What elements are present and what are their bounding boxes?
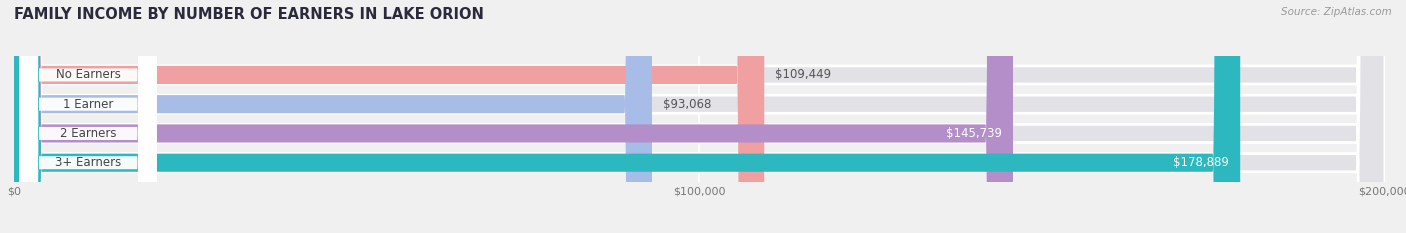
FancyBboxPatch shape [20, 0, 156, 233]
Text: 2 Earners: 2 Earners [60, 127, 117, 140]
FancyBboxPatch shape [20, 0, 156, 233]
FancyBboxPatch shape [14, 0, 1385, 233]
Text: No Earners: No Earners [56, 69, 121, 82]
Text: FAMILY INCOME BY NUMBER OF EARNERS IN LAKE ORION: FAMILY INCOME BY NUMBER OF EARNERS IN LA… [14, 7, 484, 22]
Text: $93,068: $93,068 [664, 98, 711, 111]
FancyBboxPatch shape [14, 0, 765, 233]
FancyBboxPatch shape [14, 0, 1385, 233]
FancyBboxPatch shape [20, 0, 156, 233]
FancyBboxPatch shape [20, 0, 156, 233]
FancyBboxPatch shape [14, 0, 1012, 233]
Text: $145,739: $145,739 [946, 127, 1002, 140]
Text: 3+ Earners: 3+ Earners [55, 156, 121, 169]
FancyBboxPatch shape [14, 0, 1240, 233]
Text: 1 Earner: 1 Earner [63, 98, 114, 111]
FancyBboxPatch shape [14, 0, 652, 233]
Text: $178,889: $178,889 [1174, 156, 1229, 169]
FancyBboxPatch shape [14, 0, 1385, 233]
Text: $109,449: $109,449 [775, 69, 831, 82]
FancyBboxPatch shape [14, 0, 1385, 233]
Text: Source: ZipAtlas.com: Source: ZipAtlas.com [1281, 7, 1392, 17]
